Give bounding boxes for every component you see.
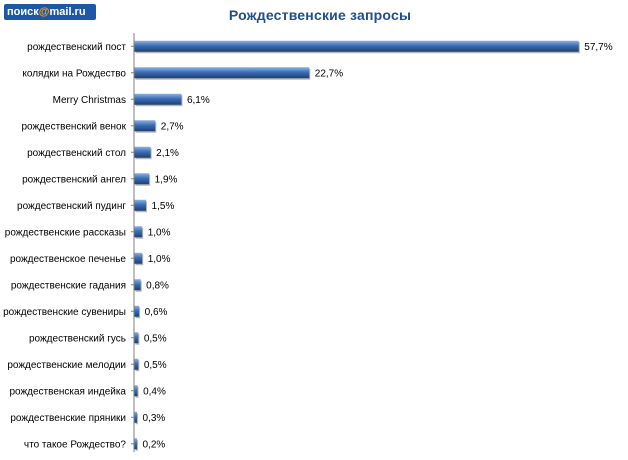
bar	[134, 226, 143, 238]
data-label: 6,1%	[187, 95, 210, 106]
category-label: рождественский венок	[21, 121, 126, 132]
data-label: 0,3%	[143, 413, 166, 424]
category-label: рождественский пост	[27, 42, 126, 53]
data-label: 1,5%	[152, 201, 175, 212]
logo-at-sign: @	[38, 6, 50, 18]
category-label: рождественские рассказы	[5, 227, 126, 238]
category-label: рождественский ангел	[22, 174, 126, 185]
category-label: колядки на Рождество	[22, 68, 126, 79]
category-label: рождественские сувениры	[3, 307, 126, 318]
bar	[134, 173, 150, 185]
category-label: рождественские мелодии	[7, 360, 126, 371]
category-label: рождественские гадания	[11, 280, 126, 291]
bar	[134, 332, 139, 344]
logo-suffix: mail.ru	[49, 6, 86, 18]
data-label: 0,4%	[143, 386, 166, 397]
chart-title: Рождественские запросы	[228, 7, 412, 23]
bar	[134, 358, 139, 370]
data-label: 0,2%	[143, 439, 166, 450]
category-label: рождественский гусь	[29, 333, 126, 344]
bar	[134, 146, 151, 158]
mail-ru-logo: поиск@mail.ru	[4, 4, 96, 20]
bar	[134, 305, 140, 317]
logo-prefix: поиск	[7, 6, 39, 18]
bar	[134, 199, 147, 211]
data-label: 2,1%	[156, 148, 179, 159]
bar	[134, 385, 138, 397]
category-label: рождественский пудинг	[17, 201, 126, 212]
bar	[134, 40, 579, 52]
data-label: 57,7%	[584, 42, 612, 53]
data-label: 22,7%	[315, 68, 343, 79]
data-label: 2,7%	[161, 121, 184, 132]
category-label: рождественские пряники	[10, 413, 126, 424]
bar	[134, 93, 182, 105]
category-label: рождественское печенье	[10, 254, 126, 265]
bar	[134, 438, 137, 450]
category-label: рождественский стол	[27, 148, 126, 159]
data-label: 0,8%	[146, 280, 169, 291]
bar	[134, 411, 137, 423]
data-label: 1,0%	[148, 254, 171, 265]
data-label: 1,0%	[148, 227, 171, 238]
data-label: 0,5%	[144, 360, 167, 371]
data-label: 0,5%	[144, 333, 167, 344]
category-label: рождественская индейка	[9, 386, 126, 397]
bar	[134, 120, 156, 132]
bar	[134, 252, 143, 264]
bar	[134, 279, 141, 291]
bar	[134, 67, 310, 79]
data-label: 0,6%	[145, 307, 168, 318]
data-label: 1,9%	[155, 174, 178, 185]
category-label: Merry Christmas	[53, 95, 126, 106]
category-label: что такое Рождество?	[24, 439, 127, 450]
